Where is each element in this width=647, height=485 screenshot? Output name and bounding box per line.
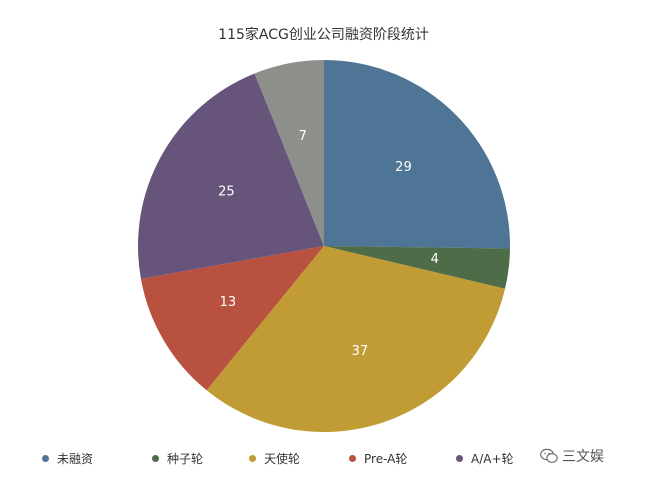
legend-item-2: 天使轮 xyxy=(249,450,300,467)
slice-value-label-1: 4 xyxy=(431,252,439,267)
pie-slice-5 xyxy=(254,60,324,246)
pie-slice-1 xyxy=(324,246,510,289)
legend-item-3: Pre-A轮 xyxy=(349,450,407,467)
slice-value-label-3: 13 xyxy=(220,295,237,310)
pie-slice-2 xyxy=(206,246,506,433)
legend-dot xyxy=(456,455,463,462)
slice-value-label-0: 29 xyxy=(395,160,412,175)
pie-labels: 29 4 37 13 25 7 xyxy=(218,129,439,359)
watermark: 三文娱 xyxy=(540,446,604,466)
legend: 未融资 种子轮 天使轮 Pre-A轮 A/A+轮 xyxy=(42,450,602,470)
legend-item-1: 种子轮 xyxy=(152,450,203,467)
slice-value-label-2: 37 xyxy=(352,344,369,359)
slice-value-label-4: 25 xyxy=(218,184,235,199)
chart-title: 115家ACG创业公司融资阶段统计 xyxy=(218,27,429,43)
legend-dot xyxy=(349,455,356,462)
legend-label: 天使轮 xyxy=(264,452,301,466)
legend-dot xyxy=(249,455,256,462)
pie-slice-3 xyxy=(140,246,324,391)
legend-label: 种子轮 xyxy=(167,452,204,466)
legend-label: A/A+轮 xyxy=(471,452,514,466)
slice-value-label-5: 7 xyxy=(299,129,307,144)
legend-item-4: A/A+轮 xyxy=(456,450,514,467)
legend-dot xyxy=(42,455,49,462)
watermark-text: 三文娱 xyxy=(562,449,604,465)
legend-dot xyxy=(152,455,159,462)
legend-label: Pre-A轮 xyxy=(364,452,408,466)
legend-label: 未融资 xyxy=(57,452,94,466)
pie-slice-4 xyxy=(138,73,324,279)
wechat-icon xyxy=(540,448,558,463)
legend-item-0: 未融资 xyxy=(42,450,93,467)
pie-slices xyxy=(138,60,510,433)
pie-slice-0 xyxy=(324,60,510,249)
